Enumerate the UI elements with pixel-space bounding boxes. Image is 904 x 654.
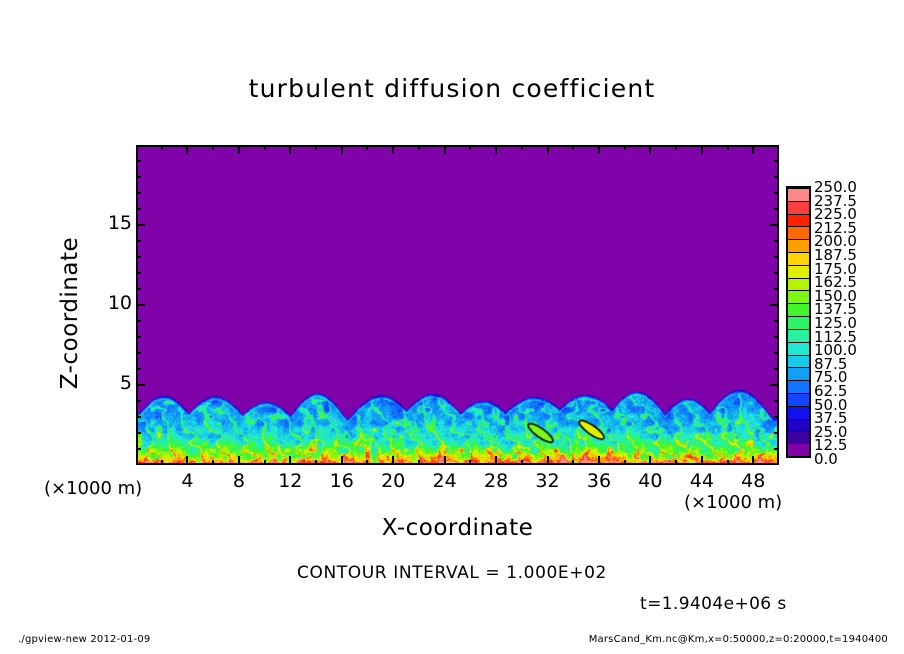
page-title: turbulent diffusion coefficient: [248, 74, 656, 103]
colorbar-tick-label: 100.0: [814, 341, 857, 360]
colorbar-tick-label: 212.5: [814, 218, 857, 237]
y-axis-tick-label: 10: [107, 292, 132, 314]
colorbar-tick-label: 150.0: [814, 286, 857, 305]
x-axis-tick-label: 8: [232, 470, 245, 492]
colorbar-tick-label: 137.5: [814, 300, 857, 319]
colorbar-band: [788, 226, 809, 240]
colorbar-tick-label: 25.0: [814, 422, 848, 441]
x-axis-tick-label: 4: [181, 470, 194, 492]
colorbar-tick-label: 200.0: [814, 232, 857, 251]
y-axis-title: Z-coordinate: [57, 236, 83, 390]
colorbar-tick-label: 62.5: [814, 382, 848, 400]
colorbar-band: [788, 277, 809, 291]
x-axis-tick-label: 44: [689, 470, 714, 492]
colorbar-band: [788, 328, 809, 342]
colorbar-band: [788, 303, 809, 317]
colorbar-band: [788, 431, 809, 445]
x-axis-unit-label: (×1000 m): [684, 492, 783, 513]
colorbar-band: [788, 367, 809, 381]
colorbar-band: [788, 200, 809, 214]
colorbar-band: [788, 290, 809, 304]
x-axis-tick-label: 48: [741, 470, 766, 492]
colorbar-band: [788, 341, 809, 355]
colorbar-band: [788, 444, 809, 456]
colorbar-band: [788, 187, 809, 201]
colorbar-tick-labels: 250.0 237.5 225.0 212.5 200.0 187.5 175.0 162.5…: [814, 178, 884, 468]
x-axis-tick-label: 32: [535, 470, 560, 492]
colorbar-tick-label: 37.5: [814, 409, 848, 428]
colorbar-tick-label: 87.5: [814, 354, 848, 373]
contour-interval-annotation: CONTOUR INTERVAL = 1.000E+02: [297, 563, 607, 583]
colorbar-tick-label: 225.0: [814, 205, 857, 224]
colorbar-tick-label: 112.5: [814, 327, 857, 346]
x-axis-tick-label: 12: [278, 470, 303, 492]
colorbar-tick-label: 237.5: [814, 191, 857, 210]
colorbar-tick-label: 0.0: [814, 450, 838, 468]
colorbar-band: [788, 316, 809, 329]
colorbar-band: [788, 252, 809, 265]
x-axis-tick-label: 24: [432, 470, 457, 492]
colorbar-tick-label: 187.5: [814, 246, 857, 264]
colorbar: [786, 186, 811, 458]
y-axis-tick-label: 15: [107, 212, 132, 234]
turbulence-field-heatmap: [138, 147, 777, 463]
x-axis-tick-label: 20: [381, 470, 406, 492]
y-axis-tick-labels: 5 10 15: [0, 145, 136, 465]
x-axis-tick-label: 28: [483, 470, 509, 492]
colorbar-band: [788, 264, 809, 278]
y-axis-tick-label: 5: [119, 372, 132, 394]
x-axis-title: X-coordinate: [381, 515, 534, 541]
colorbar-band: [788, 213, 809, 227]
x-axis-tick-label: 40: [638, 470, 663, 492]
colorbar-band: [788, 418, 809, 432]
x-axis-tick-label: 16: [329, 470, 354, 492]
colorbar-tick-label: 75.0: [814, 368, 848, 387]
colorbar-band: [788, 354, 809, 368]
colorbar-band: [788, 405, 809, 419]
colorbar-band: [788, 239, 809, 252]
colorbar-band: [788, 380, 809, 393]
colorbar-tick-label: 125.0: [814, 314, 857, 332]
x-axis-tick-label: 36: [586, 470, 612, 492]
colorbar-tick-label: 162.5: [814, 273, 857, 292]
colorbar-tick-label: 175.0: [814, 259, 857, 278]
colorbar-tick-label: 12.5: [814, 436, 848, 455]
z-axis-unit-label: (×1000 m): [44, 478, 143, 499]
footer-dataset-label: MarsCand_Km.nc@Km,x=0:50000,z=0:20000,t=…: [588, 634, 888, 645]
colorbar-tick-label: 50.0: [814, 395, 848, 414]
colorbar-tick-label: 250.0: [814, 178, 857, 196]
time-stamp-annotation: t=1.9404e+06 s: [640, 594, 787, 614]
colorbar-band: [788, 392, 809, 406]
plot-area: [136, 145, 779, 465]
footer-command-label: ./gpview-new 2012-01-09: [18, 634, 151, 645]
